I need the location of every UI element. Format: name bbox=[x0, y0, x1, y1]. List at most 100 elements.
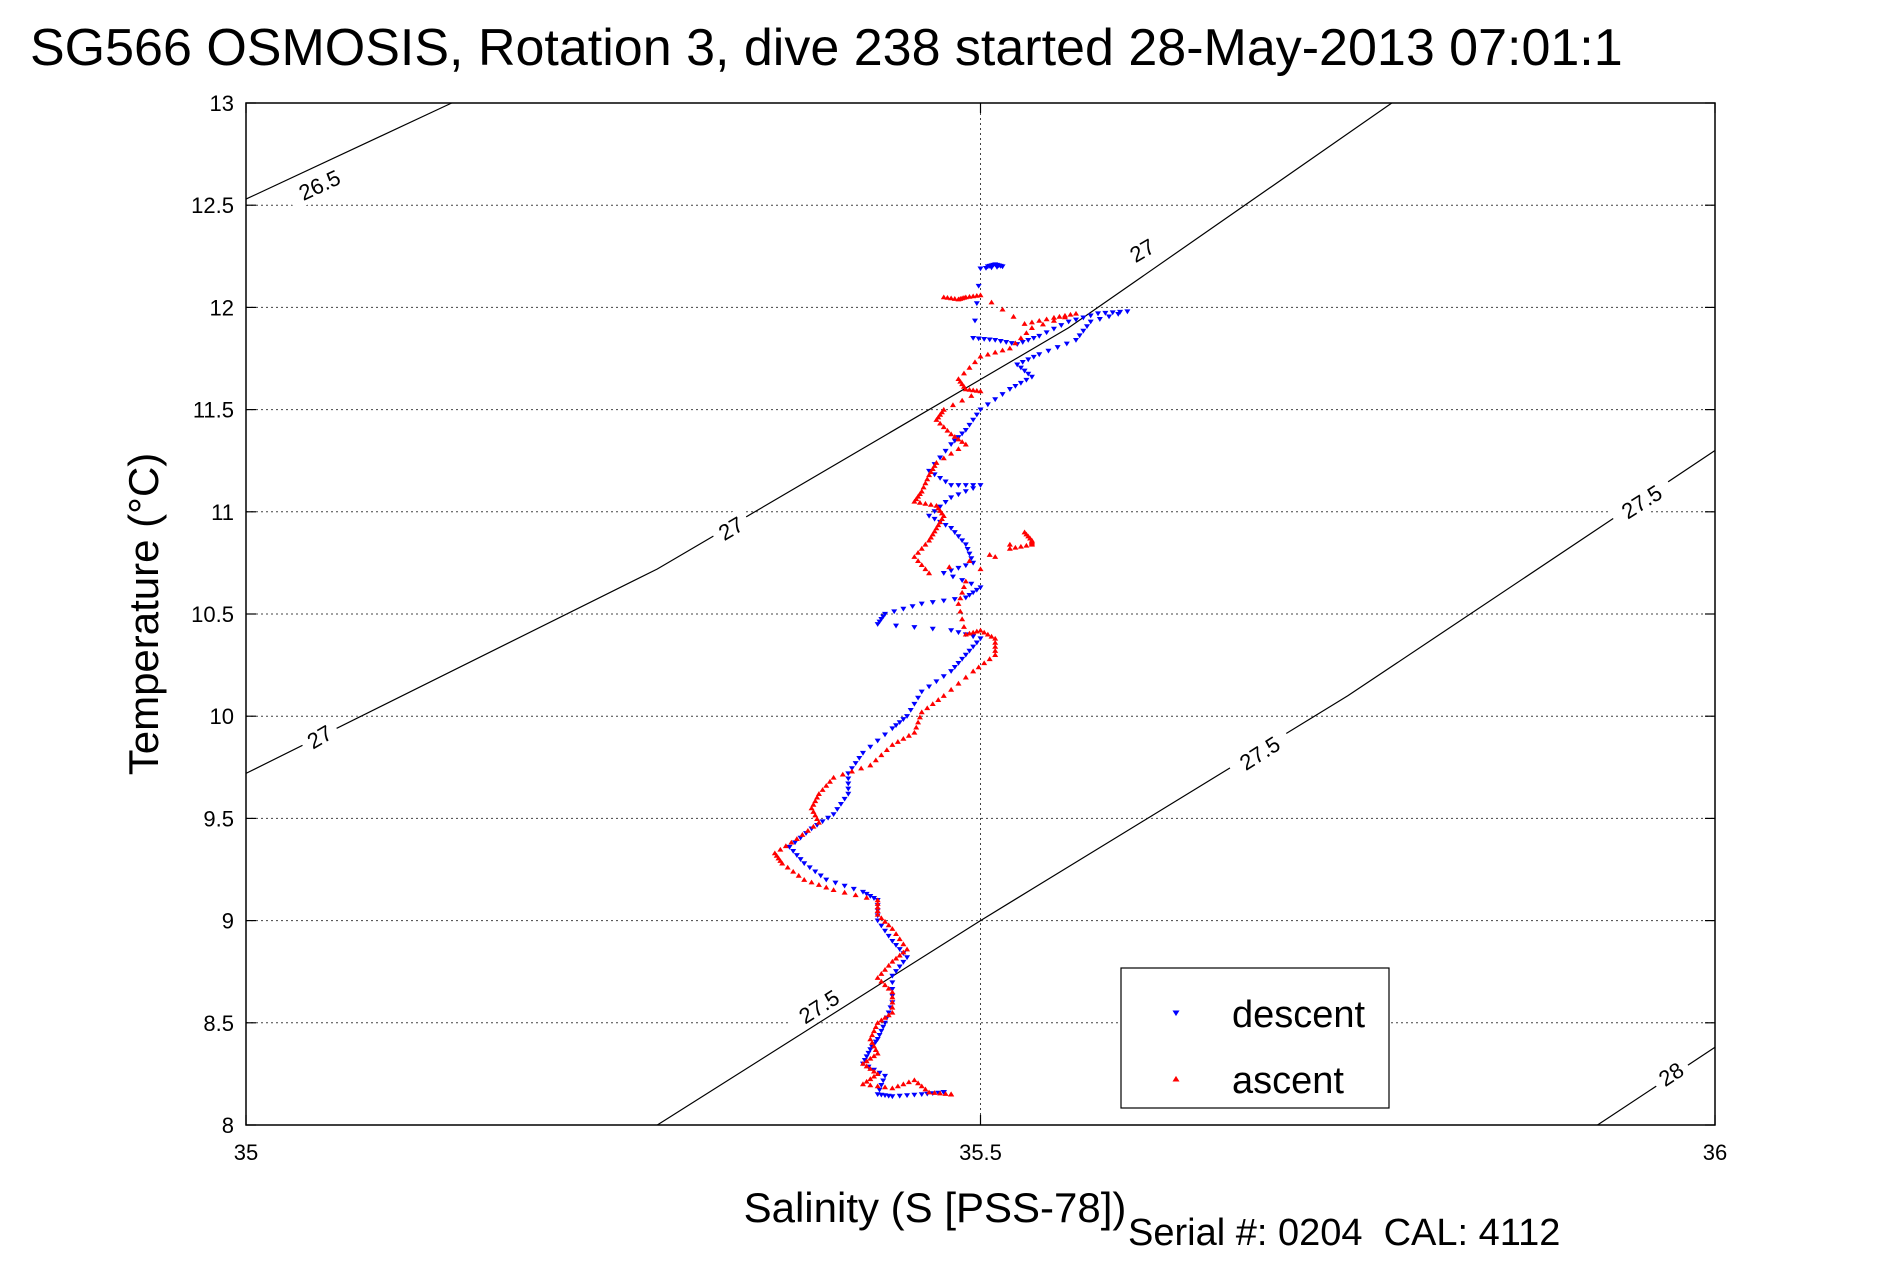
data-point-ascent bbox=[867, 1036, 874, 1042]
data-point-descent bbox=[797, 835, 804, 841]
data-point-descent bbox=[986, 337, 993, 343]
data-point-descent bbox=[977, 407, 984, 413]
data-point-descent bbox=[937, 504, 944, 510]
data-point-ascent bbox=[962, 441, 969, 447]
data-point-descent bbox=[841, 883, 848, 889]
data-point-descent bbox=[992, 338, 999, 343]
data-point-descent bbox=[962, 652, 969, 658]
data-point-ascent bbox=[960, 624, 967, 629]
data-point-ascent bbox=[929, 531, 936, 537]
contour-label-bg bbox=[1606, 472, 1677, 531]
data-point-ascent bbox=[927, 534, 934, 540]
data-point-ascent bbox=[1012, 340, 1019, 346]
data-point-descent bbox=[981, 336, 988, 342]
data-point-descent bbox=[870, 896, 877, 901]
data-point-ascent bbox=[885, 922, 892, 928]
data-point-descent bbox=[893, 943, 900, 948]
data-point-ascent bbox=[944, 294, 951, 300]
data-point-ascent bbox=[926, 537, 933, 543]
data-point-descent bbox=[959, 656, 966, 662]
data-point-descent bbox=[1014, 362, 1021, 368]
data-point-ascent bbox=[878, 915, 885, 921]
data-point-ascent bbox=[819, 787, 826, 792]
data-point-descent bbox=[1080, 315, 1087, 321]
data-point-ascent bbox=[927, 501, 934, 507]
data-point-ascent bbox=[885, 985, 892, 991]
data-point-ascent bbox=[870, 1053, 877, 1059]
data-point-ascent bbox=[986, 656, 993, 662]
data-point-descent bbox=[973, 640, 980, 646]
data-point-ascent bbox=[1021, 529, 1028, 535]
data-point-ascent bbox=[977, 627, 984, 633]
data-point-descent bbox=[1017, 365, 1024, 371]
data-point-ascent bbox=[869, 1032, 876, 1038]
data-point-ascent bbox=[992, 644, 999, 649]
data-point-descent bbox=[859, 889, 866, 895]
data-point-ascent bbox=[874, 901, 881, 906]
y-axis-label: Temperature (°C) bbox=[120, 453, 167, 776]
data-point-ascent bbox=[779, 860, 786, 866]
data-point-ascent bbox=[915, 549, 922, 555]
data-point-ascent bbox=[1043, 316, 1050, 322]
data-point-ascent bbox=[955, 680, 962, 686]
data-point-descent bbox=[983, 265, 990, 271]
data-point-descent bbox=[1050, 326, 1057, 332]
data-point-ascent bbox=[900, 941, 907, 947]
data-point-ascent bbox=[872, 1047, 879, 1052]
data-point-ascent bbox=[874, 975, 881, 980]
data-point-descent bbox=[1025, 338, 1032, 343]
data-point-ascent bbox=[808, 805, 815, 811]
data-point-descent bbox=[817, 873, 824, 879]
data-point-ascent bbox=[878, 971, 885, 976]
chart-title: SG566 OSMOSIS, Rotation 3, dive 238 star… bbox=[30, 19, 1623, 77]
data-point-descent bbox=[837, 801, 844, 807]
data-point-ascent bbox=[977, 388, 984, 394]
y-tick-label: 8.5 bbox=[203, 1011, 234, 1036]
legend-box bbox=[1120, 967, 1390, 1109]
density-contour-line bbox=[1597, 1046, 1716, 1126]
data-point-ascent bbox=[938, 516, 945, 522]
data-point-ascent bbox=[931, 1090, 938, 1095]
data-point-ascent bbox=[957, 595, 964, 601]
data-point-ascent bbox=[944, 427, 951, 433]
data-point-ascent bbox=[924, 705, 931, 711]
data-point-ascent bbox=[942, 1091, 949, 1096]
data-point-ascent bbox=[777, 846, 784, 852]
data-point-descent bbox=[900, 717, 907, 722]
data-point-ascent bbox=[911, 554, 918, 559]
data-point-descent bbox=[867, 893, 874, 899]
contour-label-bg bbox=[784, 977, 854, 1036]
data-point-descent bbox=[933, 679, 940, 685]
data-point-ascent bbox=[984, 631, 991, 637]
data-point-ascent bbox=[922, 480, 929, 486]
data-point-ascent bbox=[893, 931, 900, 936]
data-point-descent bbox=[882, 611, 889, 617]
data-point-descent bbox=[790, 849, 797, 854]
data-point-ascent bbox=[922, 1086, 929, 1092]
data-point-descent bbox=[848, 766, 855, 772]
data-point-ascent bbox=[918, 545, 925, 551]
data-point-descent bbox=[819, 819, 826, 825]
data-point-descent bbox=[966, 648, 973, 654]
data-point-descent bbox=[940, 674, 947, 680]
data-point-descent bbox=[1036, 352, 1043, 358]
data-point-ascent bbox=[874, 904, 881, 910]
data-point-descent bbox=[845, 786, 852, 792]
data-point-ascent bbox=[966, 364, 973, 370]
series-ascent bbox=[771, 292, 1079, 1097]
data-point-descent bbox=[955, 565, 962, 571]
data-point-ascent bbox=[999, 306, 1006, 312]
data-point-ascent bbox=[948, 295, 955, 301]
data-point-descent bbox=[1003, 340, 1010, 345]
data-point-ascent bbox=[948, 431, 955, 437]
data-point-ascent bbox=[959, 616, 966, 622]
data-point-ascent bbox=[882, 982, 889, 988]
data-point-ascent bbox=[784, 864, 791, 870]
data-point-ascent bbox=[867, 1082, 874, 1088]
data-point-ascent bbox=[867, 1076, 874, 1082]
data-point-descent bbox=[874, 1037, 881, 1042]
data-point-ascent bbox=[966, 558, 973, 563]
data-point-descent bbox=[1006, 387, 1013, 392]
data-point-descent bbox=[970, 644, 977, 650]
data-point-descent bbox=[841, 796, 848, 802]
